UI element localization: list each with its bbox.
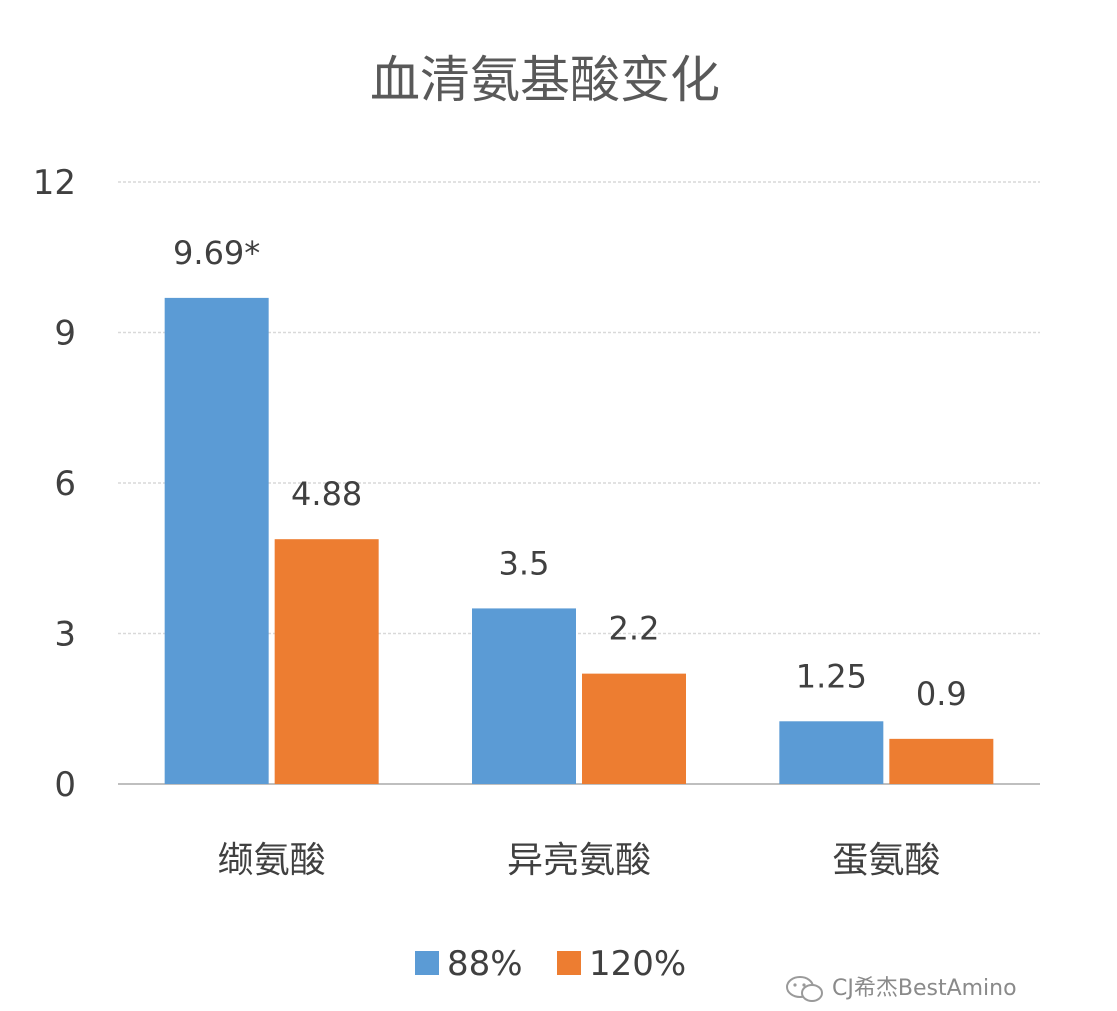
legend-label: 120% — [589, 944, 686, 984]
y-tick-label: 0 — [54, 765, 76, 805]
data-label: 0.9 — [916, 675, 967, 713]
y-tick-label: 6 — [54, 464, 76, 504]
bar-series2-1 — [582, 673, 686, 784]
y-tick-label: 3 — [54, 615, 76, 655]
x-category-label: 蛋氨酸 — [832, 840, 940, 881]
x-axis-categories: 缬氨酸 异亮氨酸 蛋氨酸 — [218, 840, 941, 881]
data-label: 1.25 — [796, 657, 867, 695]
bar-series1-1 — [472, 608, 576, 784]
data-label: 9.69* — [173, 234, 260, 272]
data-label: 3.5 — [499, 544, 550, 582]
watermark-text: CJ希杰BestAmino — [832, 976, 1017, 1001]
wechat-icon — [786, 976, 823, 1002]
bar-series2-0 — [274, 539, 379, 784]
bar-series1-2 — [779, 721, 884, 784]
legend: 88% 120% — [415, 944, 686, 984]
data-label: 4.88 — [291, 475, 362, 513]
legend-swatch — [415, 951, 439, 975]
bars — [164, 297, 994, 784]
data-labels: 9.69* 4.88 3.5 2.2 1.25 0.9 — [173, 234, 967, 713]
data-label: 2.2 — [609, 610, 660, 648]
legend-label: 88% — [447, 944, 523, 984]
grid-layer — [118, 181, 1040, 785]
y-tick-label: 12 — [33, 163, 76, 203]
x-category-label: 缬氨酸 — [218, 840, 326, 881]
bar-series2-2 — [889, 738, 994, 784]
watermark: CJ希杰BestAmino — [786, 976, 1017, 1002]
legend-swatch — [557, 951, 581, 975]
bar-series1-0 — [164, 297, 269, 784]
y-axis-ticks: 0 3 6 9 12 — [33, 163, 76, 805]
chart-title: 血清氨基酸变化 — [370, 51, 720, 109]
x-category-label: 异亮氨酸 — [507, 840, 651, 881]
y-tick-label: 9 — [54, 314, 76, 354]
